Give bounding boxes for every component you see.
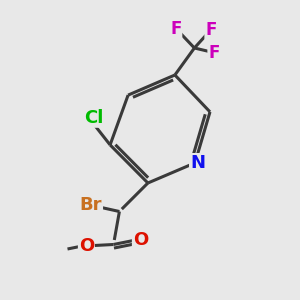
Text: O: O	[79, 237, 94, 255]
Text: O: O	[133, 231, 148, 249]
Text: F: F	[208, 44, 220, 62]
Text: F: F	[170, 20, 182, 38]
Text: N: N	[190, 154, 205, 172]
Text: Cl: Cl	[84, 109, 103, 127]
Text: F: F	[205, 21, 217, 39]
Text: Br: Br	[80, 196, 102, 214]
